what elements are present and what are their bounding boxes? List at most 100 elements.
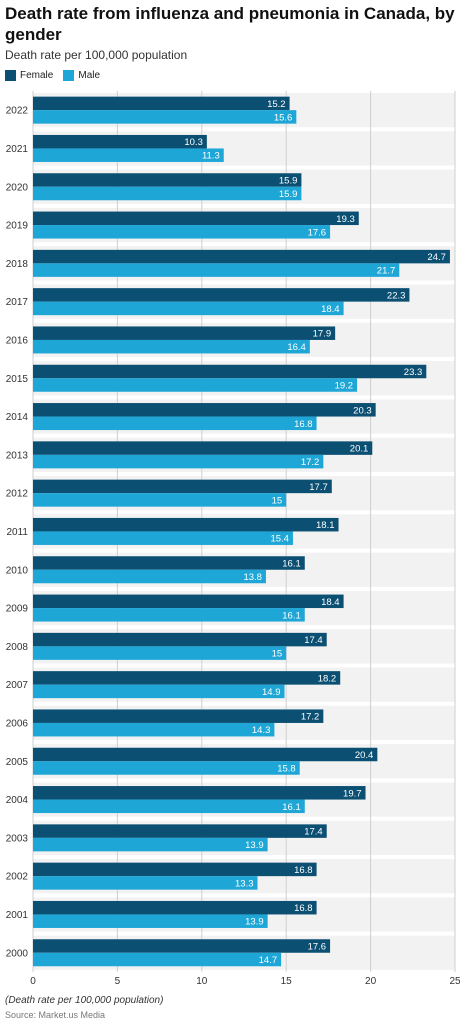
bar-female — [33, 786, 366, 800]
y-tick-label: 2015 — [6, 374, 29, 385]
bar-male — [33, 454, 324, 469]
bar-female — [33, 441, 373, 455]
data-label-female: 17.6 — [308, 942, 327, 953]
y-tick-label: 2021 — [6, 144, 29, 155]
y-tick-label: 2019 — [6, 221, 29, 232]
bar-male — [33, 110, 297, 124]
bar-female — [33, 364, 427, 379]
data-label-female: 17.4 — [304, 635, 323, 646]
legend-label-male: Male — [78, 69, 101, 81]
y-tick-label: 2009 — [6, 604, 29, 615]
data-label-male: 16.1 — [282, 802, 301, 813]
data-label-male: 13.9 — [245, 917, 264, 928]
bar-female — [33, 479, 332, 494]
data-label-female: 18.1 — [316, 520, 335, 531]
y-tick-label: 2018 — [6, 259, 29, 270]
data-label-female: 19.3 — [336, 214, 355, 225]
bar-male — [33, 608, 305, 622]
data-label-male: 15.8 — [277, 764, 296, 775]
data-label-male: 14.7 — [259, 955, 278, 966]
bar-male — [33, 952, 282, 967]
data-label-female: 15.2 — [267, 99, 286, 110]
bar-female — [33, 403, 376, 417]
x-tick-label: 15 — [281, 976, 293, 987]
y-tick-label: 2001 — [6, 910, 29, 921]
data-label-female: 24.7 — [427, 252, 446, 263]
data-label-male: 15 — [272, 649, 283, 660]
data-label-female: 18.2 — [318, 673, 337, 684]
x-tick-label: 5 — [115, 976, 121, 987]
bar-female — [33, 556, 305, 570]
bar-male — [33, 186, 302, 201]
data-label-female: 15.9 — [279, 176, 298, 187]
y-tick-label: 2008 — [6, 642, 29, 653]
bar-female — [33, 594, 344, 609]
bar-male — [33, 301, 344, 316]
bar-male — [33, 684, 285, 699]
bar-female — [33, 900, 317, 915]
legend-item-male: Male — [63, 69, 101, 81]
bar-male — [33, 646, 287, 660]
bar-female — [33, 939, 331, 953]
bar-female — [33, 632, 327, 647]
bar-female — [33, 747, 378, 762]
legend: Female Male — [5, 69, 110, 81]
bar-male — [33, 263, 400, 277]
data-label-male: 21.7 — [377, 266, 396, 277]
data-label-male: 15.9 — [279, 189, 298, 200]
bar-female — [33, 173, 302, 187]
data-label-female: 17.2 — [301, 712, 320, 723]
data-label-female: 10.3 — [184, 137, 203, 148]
data-label-male: 16.8 — [294, 419, 313, 430]
data-label-female: 19.7 — [343, 788, 362, 799]
bar-female — [33, 671, 341, 685]
y-tick-label: 2002 — [6, 872, 29, 883]
data-label-female: 22.3 — [387, 290, 406, 301]
y-tick-label: 2010 — [6, 565, 29, 576]
data-label-female: 20.1 — [350, 444, 369, 455]
y-tick-label: 2020 — [6, 182, 29, 193]
y-tick-label: 2022 — [6, 106, 29, 117]
data-label-female: 17.7 — [309, 482, 328, 493]
y-tick-label: 2003 — [6, 833, 29, 844]
data-label-female: 18.4 — [321, 597, 340, 608]
bar-male — [33, 914, 268, 928]
bar-male — [33, 339, 310, 354]
bar-male — [33, 722, 275, 737]
data-label-male: 17.6 — [308, 227, 327, 238]
data-label-female: 20.4 — [355, 750, 374, 761]
y-tick-label: 2016 — [6, 335, 29, 346]
data-label-female: 23.3 — [404, 367, 423, 378]
y-tick-label: 2004 — [6, 795, 29, 806]
x-tick-label: 20 — [365, 976, 377, 987]
bar-female — [33, 824, 327, 838]
data-label-female: 16.1 — [282, 559, 301, 570]
bar-female — [33, 288, 410, 302]
legend-swatch-male — [63, 69, 75, 81]
data-label-female: 20.3 — [353, 405, 372, 416]
bar-female — [33, 326, 336, 340]
data-label-male: 17.2 — [301, 457, 320, 468]
x-tick-label: 25 — [449, 976, 460, 987]
chart-title: Death rate from influenza and pneumonia … — [5, 4, 455, 44]
bar-female — [33, 517, 339, 532]
bar-male — [33, 493, 287, 507]
y-tick-label: 2011 — [6, 527, 28, 538]
data-label-female: 16.8 — [294, 903, 313, 914]
data-label-male: 16.4 — [287, 342, 306, 353]
x-tick-label: 0 — [30, 976, 36, 987]
legend-label-female: Female — [20, 69, 54, 81]
bar-female — [33, 709, 324, 723]
data-label-male: 19.2 — [335, 381, 354, 392]
data-label-male: 13.9 — [245, 840, 264, 851]
y-tick-label: 2013 — [6, 450, 29, 461]
legend-swatch-female — [5, 69, 16, 81]
y-tick-label: 2012 — [6, 489, 29, 500]
data-label-male: 14.3 — [252, 725, 271, 736]
data-label-male: 13.3 — [235, 878, 254, 889]
data-label-female: 17.9 — [313, 329, 332, 340]
data-label-male: 16.1 — [282, 610, 301, 621]
bar-female — [33, 211, 359, 226]
bar-female — [33, 249, 450, 264]
bar-male — [33, 761, 300, 775]
